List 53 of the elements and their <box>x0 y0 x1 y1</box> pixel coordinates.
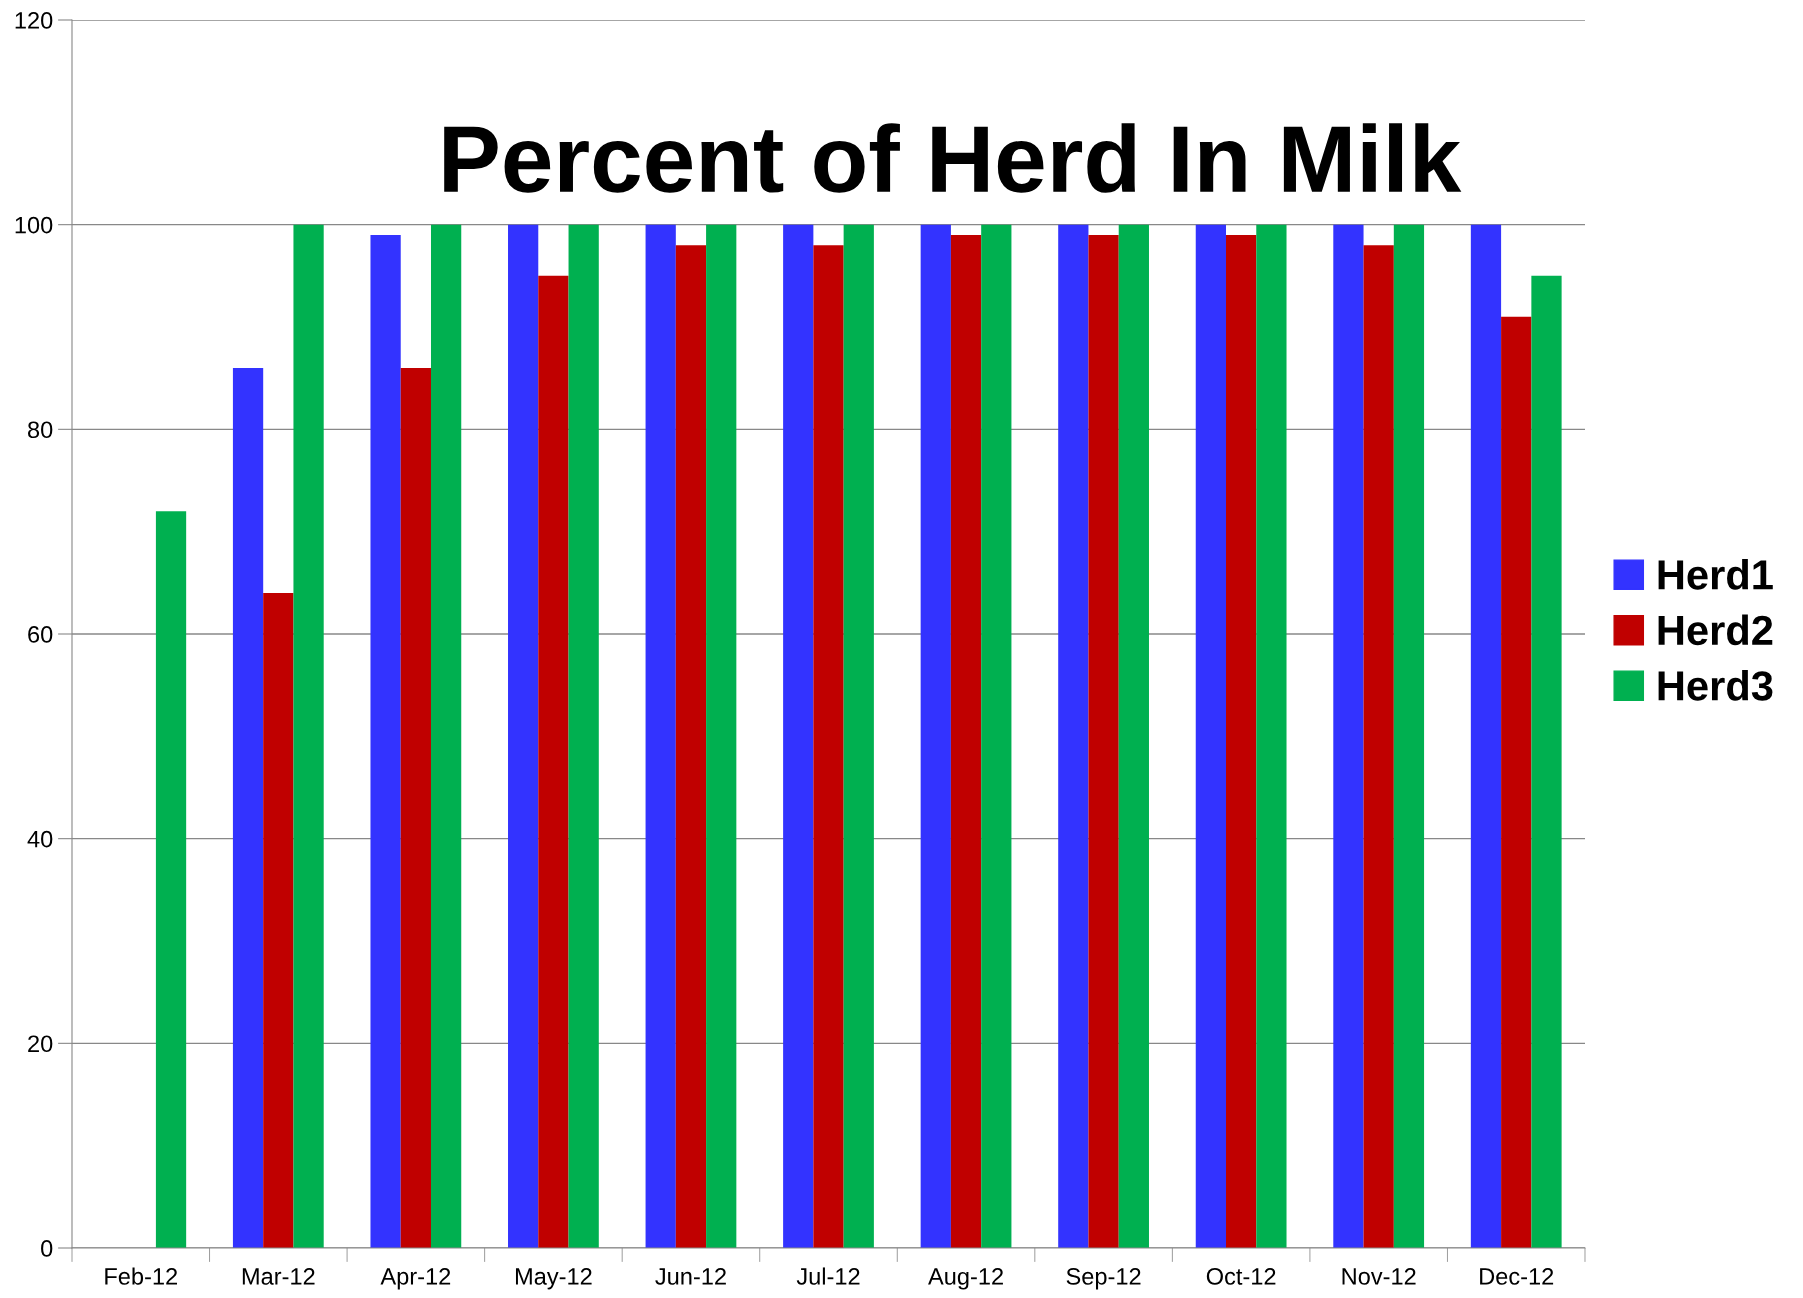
legend-label: Herd2 <box>1658 614 1773 646</box>
y-tick-label: 80 <box>28 421 53 439</box>
y-tick-label: 40 <box>27 830 53 848</box>
bar <box>1118 224 1149 1248</box>
y-tick-label: 20 <box>28 1035 53 1053</box>
bar <box>1256 224 1287 1248</box>
bar <box>263 593 294 1248</box>
bar <box>370 234 401 1248</box>
x-tick-label: Jul-12 <box>796 1267 860 1285</box>
x-tick-label: Sep-12 <box>1066 1268 1141 1290</box>
bar <box>1226 234 1257 1248</box>
x-tick-label: Mar-12 <box>242 1268 315 1285</box>
bar <box>400 367 431 1248</box>
bar <box>843 224 874 1248</box>
bar <box>293 224 324 1248</box>
x-tick-label: Aug-12 <box>928 1268 1003 1290</box>
bar <box>430 224 462 1248</box>
bar <box>232 367 264 1248</box>
x-tick-label: Apr-12 <box>380 1268 451 1290</box>
bar <box>706 224 737 1248</box>
bar <box>155 511 187 1248</box>
bar <box>1333 224 1364 1248</box>
bar <box>1531 275 1562 1248</box>
bar <box>920 224 951 1248</box>
bar <box>783 224 814 1248</box>
x-tick-label: Dec-12 <box>1480 1268 1554 1285</box>
bar <box>1058 224 1089 1248</box>
legend-label: Herd1 <box>1658 559 1773 590</box>
x-tick-label: Feb-12 <box>105 1267 177 1285</box>
bar <box>981 224 1012 1248</box>
y-tick-label: 120 <box>15 12 53 29</box>
bar <box>1393 224 1425 1248</box>
bar <box>568 224 599 1248</box>
x-tick-label: May-12 <box>515 1268 592 1290</box>
legend-label: Herd3 <box>1658 670 1773 701</box>
bar <box>950 234 982 1248</box>
bar <box>508 224 539 1248</box>
bar <box>1470 224 1502 1248</box>
text: Percent of Herd In Milk <box>444 123 1462 193</box>
bar <box>813 245 844 1248</box>
bar <box>1363 245 1394 1248</box>
bar <box>1088 234 1119 1248</box>
x-tick-label: Oct-12 <box>1206 1268 1276 1285</box>
bar <box>675 245 707 1248</box>
bar <box>1501 316 1532 1248</box>
bar <box>645 224 676 1248</box>
x-tick-label: Jun-12 <box>655 1268 726 1285</box>
y-tick-label: 0 <box>41 1240 53 1257</box>
x-tick-label: Nov-12 <box>1342 1268 1416 1285</box>
bar <box>538 275 569 1248</box>
bar <box>1195 224 1227 1248</box>
y-tick-label: 100 <box>15 216 53 234</box>
y-tick-label: 60 <box>28 626 53 643</box>
